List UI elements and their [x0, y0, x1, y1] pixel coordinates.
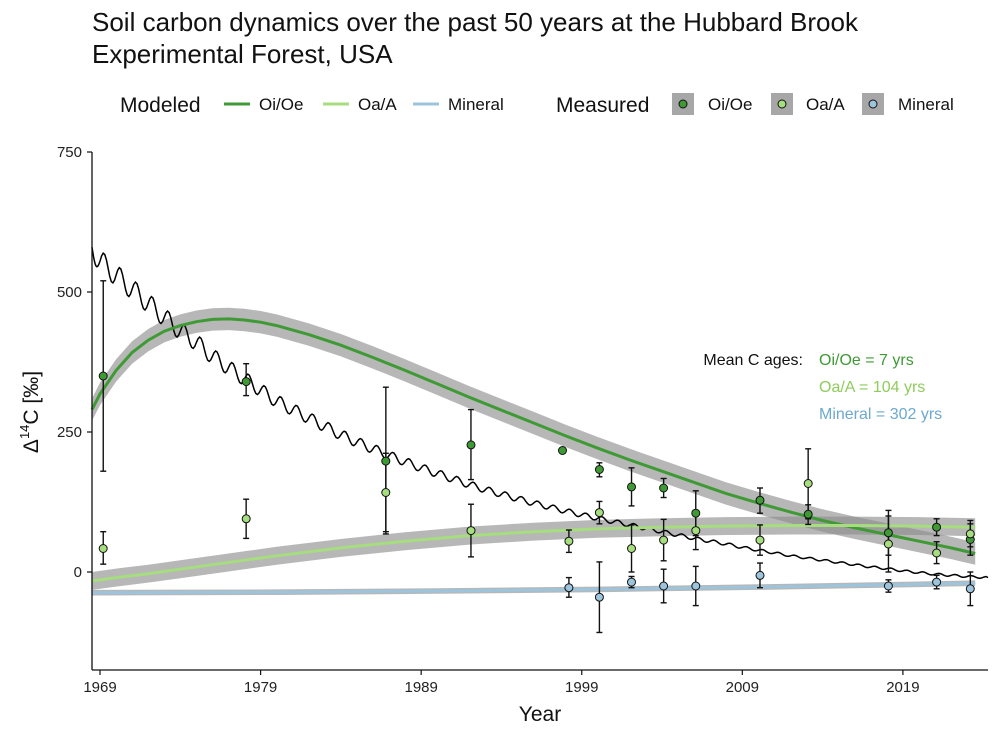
band-oa-a — [92, 516, 976, 590]
atmosphere-line — [91, 247, 989, 580]
point-oa-a-7 — [659, 535, 669, 545]
point-oi-oe-0 — [98, 371, 108, 381]
point-oa-a-12 — [932, 548, 942, 558]
point-oi-oe-7 — [659, 483, 669, 493]
axes — [91, 152, 988, 671]
point-mineral-4 — [691, 581, 701, 591]
point-mineral-5 — [755, 570, 765, 580]
point-oi-oe-6 — [627, 482, 636, 492]
point-oi-oe-12 — [932, 522, 942, 532]
annotation-label: Mean C ages: — [703, 352, 803, 369]
point-mineral-7 — [932, 577, 942, 587]
point-oa-a-5 — [594, 508, 604, 518]
point-oi-oe-1 — [241, 377, 251, 387]
x-tick-label-2009: 2009 — [726, 679, 759, 696]
x-tick-label-1989: 1989 — [404, 679, 437, 696]
legend-modeled-oioe-label: Oi/Oe — [259, 95, 303, 114]
x-tick-label-1999: 1999 — [565, 679, 598, 696]
legend-modeled-mineral-label: Mineral — [448, 95, 504, 114]
atmosphere-curve — [91, 247, 989, 580]
legend-measured-title: Measured — [556, 94, 649, 117]
point-oa-a-6 — [627, 544, 636, 553]
point-oi-oe-5 — [594, 465, 604, 474]
point-oi-oe-9 — [755, 495, 765, 505]
x-tick-label-2019: 2019 — [886, 679, 919, 696]
confidence-bands — [92, 307, 976, 596]
point-oa-a-2 — [381, 488, 391, 497]
point-mineral-8 — [965, 584, 975, 594]
annotation-oaa: Oa/A = 104 yrs — [819, 379, 925, 396]
point-mineral-3 — [659, 581, 669, 591]
point-mineral-0 — [564, 583, 574, 593]
x-tick-label-1969: 1969 — [83, 679, 116, 696]
y-tick-label-0: 0 — [74, 564, 82, 581]
legend-measured-oioe-label: Oi/Oe — [708, 95, 752, 114]
line-modeled-oa-a — [91, 524, 976, 583]
point-oi-oe-11 — [883, 528, 893, 538]
point-oa-a-10 — [803, 479, 813, 488]
measured-points — [98, 280, 975, 634]
point-oi-oe-3 — [466, 440, 476, 450]
y-axis-title-delta: Δ — [20, 439, 43, 453]
legend-measured-oaa-marker — [777, 99, 787, 109]
point-mineral-6 — [883, 581, 893, 591]
annotation-mineral: Mineral = 302 yrs — [819, 406, 942, 423]
point-oi-oe-8 — [691, 508, 701, 518]
legend-measured-mineral-label: Mineral — [898, 95, 954, 114]
point-oa-a-1 — [241, 514, 251, 524]
y-ticks: 0 250 500 750 — [57, 144, 92, 581]
point-oa-a-11 — [883, 539, 893, 549]
legend-modeled-title: Modeled — [120, 94, 201, 117]
mean-age-annotation: Mean C ages: Oi/Oe = 7 yrs Oa/A = 104 yr… — [703, 352, 942, 423]
line-modeled-mineral — [91, 581, 976, 595]
modeled-lines — [90, 317, 976, 595]
point-mineral-1 — [594, 592, 604, 602]
y-axis-title: Δ14C [‰] — [17, 371, 43, 453]
point-oi-oe-4 — [558, 446, 567, 455]
point-oa-a-13 — [965, 529, 975, 539]
y-axis-title-rest: C [‰] — [20, 371, 43, 425]
annotation-oioe: Oi/Oe = 7 yrs — [819, 352, 914, 369]
y-tick-label-500: 500 — [57, 284, 82, 301]
line-modeled-oi-oe — [90, 317, 976, 555]
point-oa-a-0 — [98, 544, 108, 553]
y-tick-label-250: 250 — [57, 424, 82, 441]
point-oa-a-9 — [755, 535, 765, 545]
point-oa-a-8 — [691, 526, 701, 536]
x-tick-label-1979: 1979 — [244, 679, 277, 696]
legend: Modeled Oi/Oe Oa/A Mineral Measured Oi/O… — [120, 93, 954, 117]
legend-measured-oaa-label: Oa/A — [806, 95, 845, 114]
point-oi-oe-2 — [381, 456, 391, 466]
point-oi-oe-10 — [803, 509, 813, 519]
y-tick-label-750: 750 — [57, 144, 82, 161]
point-oa-a-4 — [564, 536, 574, 546]
x-axis-title: Year — [519, 703, 561, 726]
y-axis-title-superscript: 14 — [17, 425, 32, 439]
chart-title-line-1: Soil carbon dynamics over the past 50 ye… — [92, 7, 859, 37]
point-mineral-2 — [627, 577, 636, 587]
chart-title-line-2: Experimental Forest, USA — [92, 39, 393, 69]
x-ticks: 1969 1979 1989 1999 2009 2019 — [83, 670, 920, 696]
legend-measured-oioe-marker — [678, 99, 688, 109]
legend-modeled-oaa-label: Oa/A — [358, 95, 397, 114]
legend-measured-mineral-marker — [868, 99, 878, 109]
point-oa-a-3 — [466, 526, 476, 536]
